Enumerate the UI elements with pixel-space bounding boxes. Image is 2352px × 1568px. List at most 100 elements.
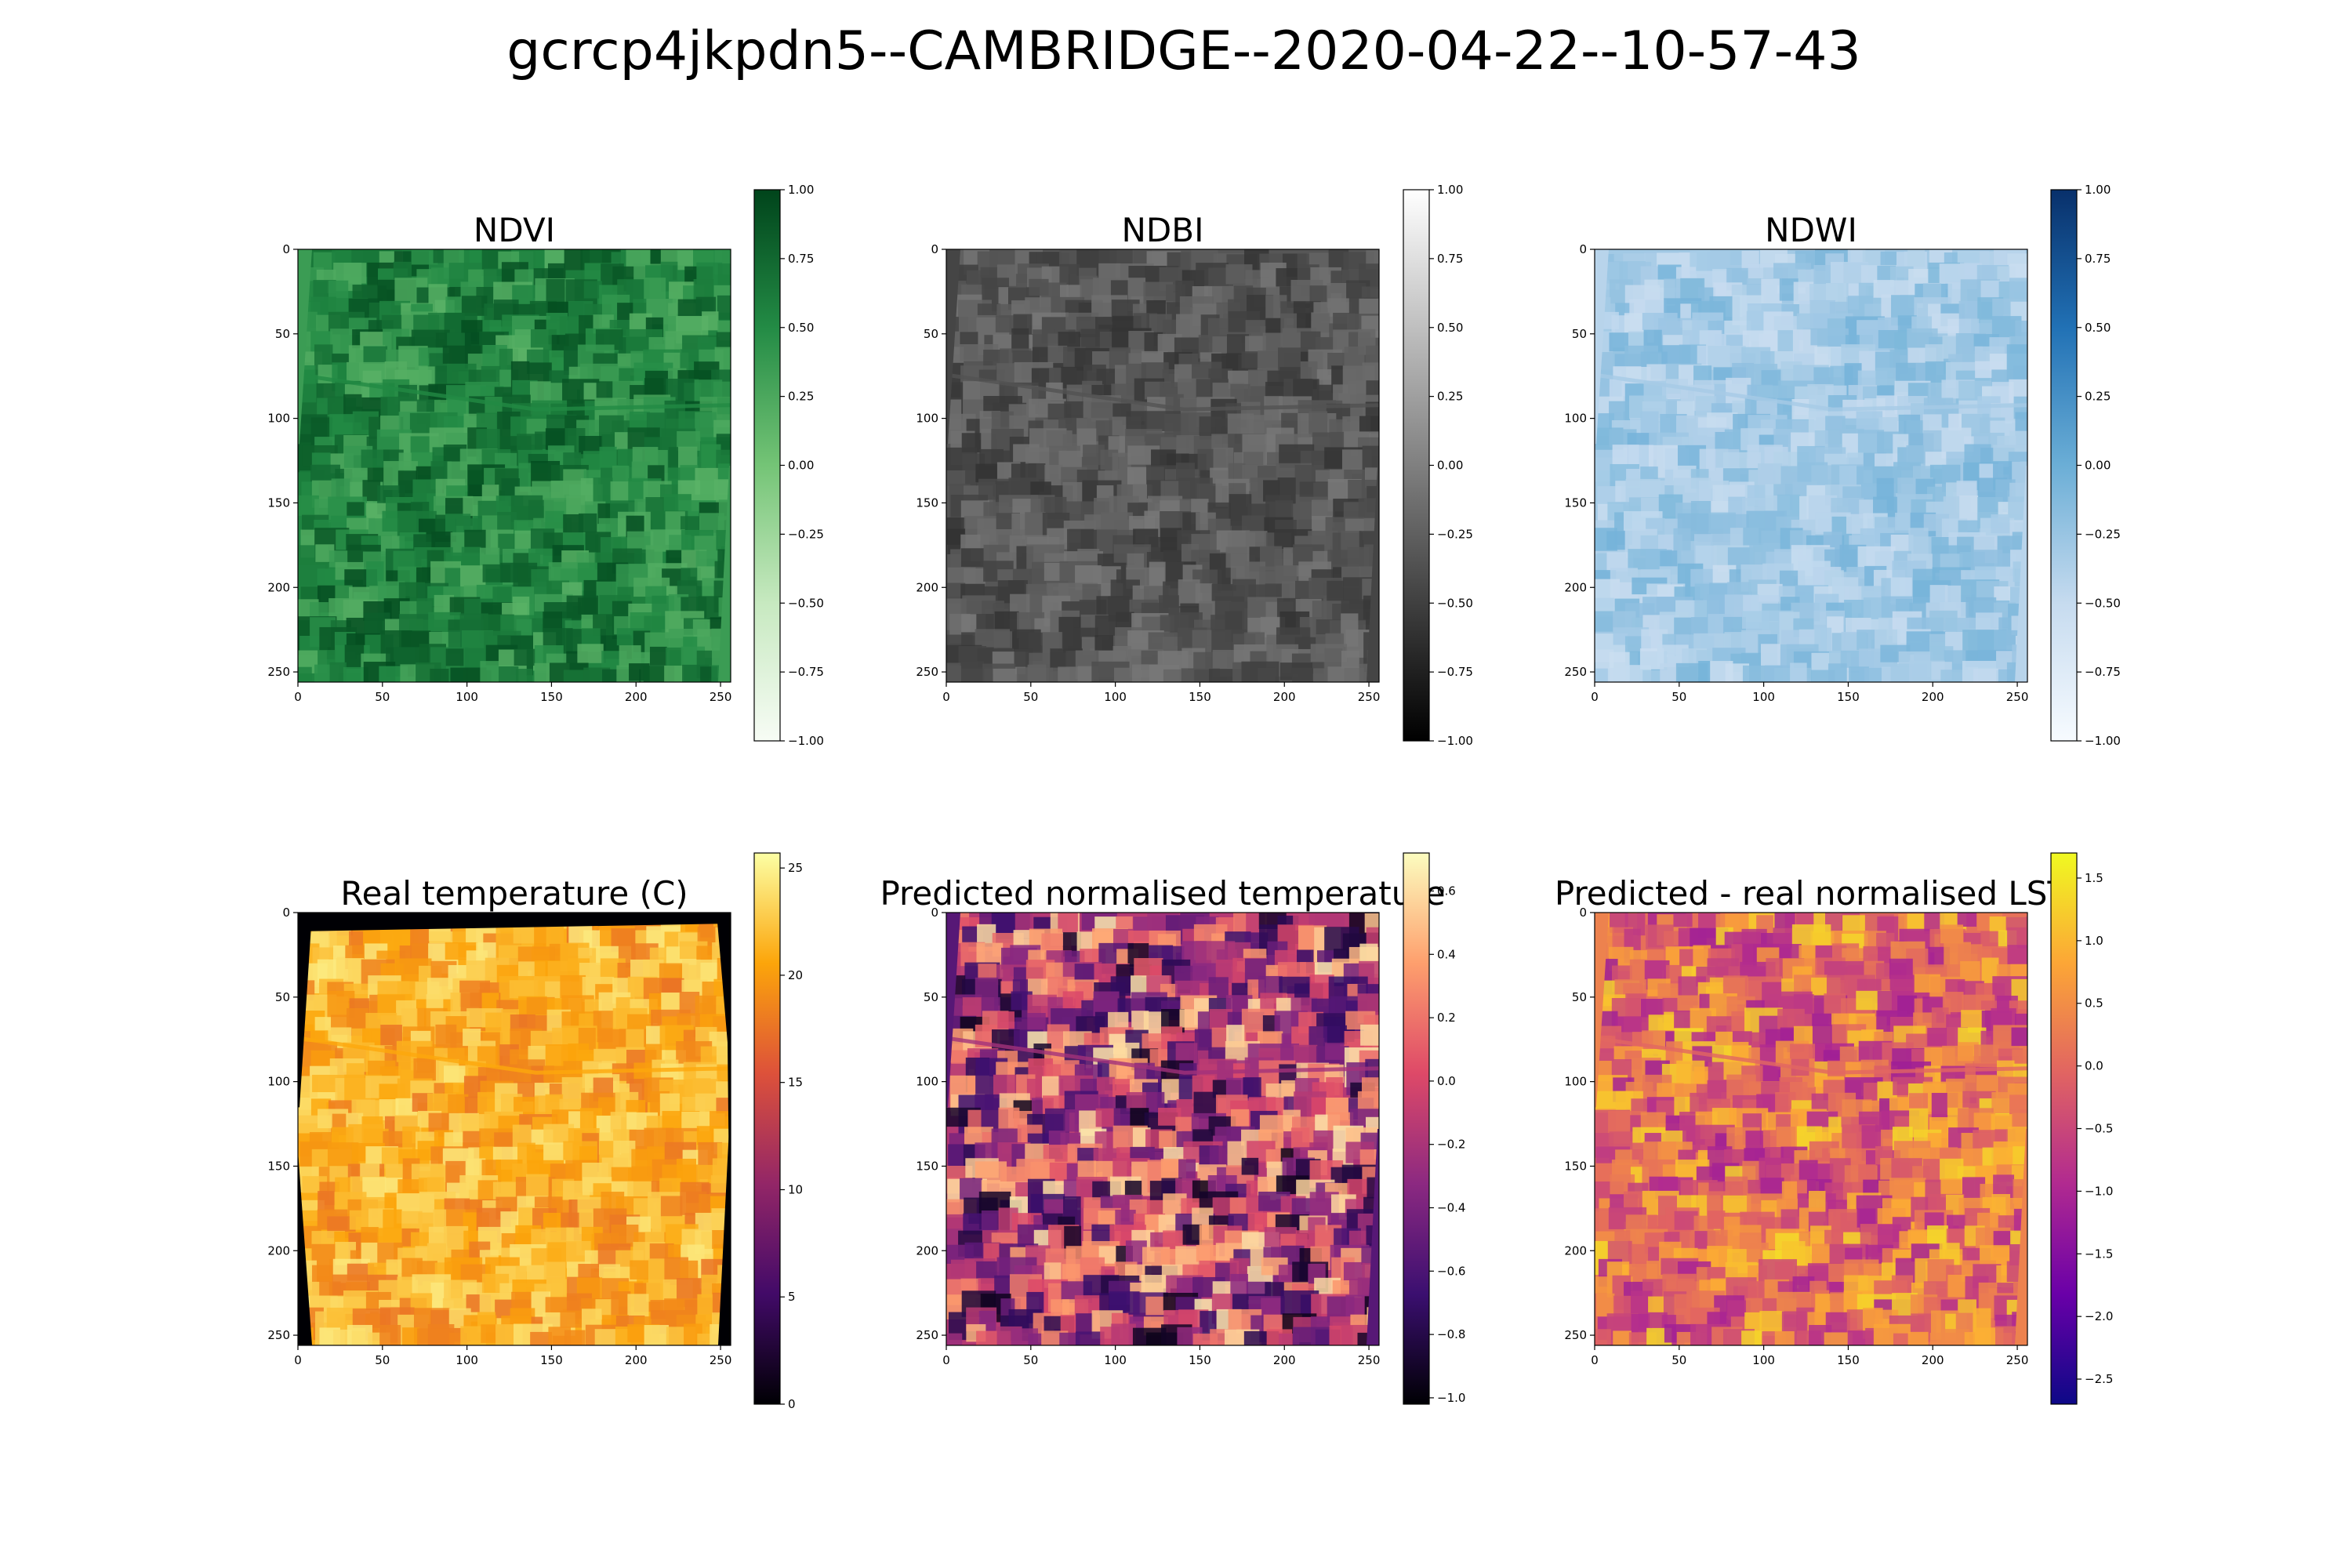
x-tick-label: 250	[2006, 690, 2029, 704]
colorbar-tick-label: −0.25	[788, 527, 824, 541]
colorbar-tick-label: 0.25	[788, 390, 814, 404]
x-tick-label: 100	[1104, 690, 1127, 704]
y-tick-label: 200	[267, 1243, 290, 1258]
colorbar-tick-label: −1.00	[1437, 734, 1473, 748]
y-tick-label: 250	[916, 1328, 938, 1342]
panel-title: NDWI	[1765, 211, 1857, 249]
y-tick-label: 100	[916, 1075, 938, 1089]
x-tick-label: 150	[1837, 1353, 1860, 1367]
colorbar-tick-label: −0.50	[1437, 596, 1473, 610]
y-tick-label: 150	[1564, 495, 1587, 510]
panel-title: Predicted - real normalised LST	[1555, 874, 2068, 913]
y-tick-label: 200	[916, 580, 938, 594]
x-tick-label: 150	[1837, 690, 1860, 704]
x-tick-label: 200	[1922, 1353, 1944, 1367]
colorbar-tick-label: 0.4	[1437, 947, 1456, 961]
colorbar-tick-label: 0.50	[2085, 321, 2111, 335]
colorbar	[1403, 189, 1430, 742]
colorbar-tick-label: 0.75	[1437, 252, 1463, 266]
y-tick-label: 150	[916, 1159, 938, 1173]
colorbar-tick-label: −0.75	[2085, 665, 2121, 679]
y-tick-label: 100	[267, 1075, 290, 1089]
colorbar-tick-label: −2.5	[2085, 1372, 2113, 1386]
x-tick-label: 0	[294, 690, 302, 704]
colorbar-tick-label: −1.00	[788, 734, 824, 748]
colorbar-tick-label: −1.0	[2085, 1184, 2113, 1198]
colorbar-tick-label: 0.00	[2085, 459, 2111, 473]
colorbar-tick-label: −0.6	[1437, 1264, 1465, 1278]
colorbar	[1403, 852, 1430, 1405]
colorbar-tick-label: 0.2	[1437, 1011, 1456, 1025]
y-tick-label: 100	[1564, 412, 1587, 426]
x-tick-label: 250	[2006, 1353, 2029, 1367]
y-tick-label: 100	[916, 412, 938, 426]
x-tick-label: 150	[1189, 1353, 1211, 1367]
heatmap-image	[946, 913, 1379, 1345]
colorbar-tick-label: 0.50	[788, 321, 814, 335]
x-tick-label: 200	[625, 690, 648, 704]
colorbar-tick-label: −0.2	[1437, 1138, 1465, 1152]
x-tick-label: 150	[1189, 690, 1211, 704]
colorbar	[753, 852, 781, 1405]
panel-title: Predicted normalised temperature	[880, 874, 1445, 913]
x-tick-label: 200	[1273, 690, 1296, 704]
y-tick-label: 50	[924, 990, 938, 1004]
x-tick-label: 200	[1922, 690, 1944, 704]
y-tick-label: 50	[1572, 327, 1587, 341]
y-tick-label: 100	[267, 412, 290, 426]
axes-frame	[297, 912, 731, 1346]
x-tick-label: 250	[1358, 1353, 1381, 1367]
x-tick-label: 200	[1273, 1353, 1296, 1367]
colorbar-tick-label: −2.0	[2085, 1309, 2113, 1323]
x-tick-label: 50	[1023, 690, 1038, 704]
y-tick-label: 200	[1564, 1243, 1587, 1258]
x-tick-label: 50	[1671, 690, 1686, 704]
colorbar-tick-label: 0.6	[1437, 884, 1456, 898]
heatmap-image	[298, 249, 731, 682]
panel-title: NDBI	[1122, 211, 1204, 249]
y-tick-label: 0	[282, 906, 290, 920]
colorbar	[2050, 852, 2078, 1405]
colorbar-tick-label: 0.75	[788, 252, 814, 266]
x-tick-label: 100	[1752, 690, 1775, 704]
colorbar-tick-label: 1.0	[2085, 934, 2103, 948]
colorbar-tick-label: 0.00	[1437, 459, 1463, 473]
colorbar-tick-label: 0	[788, 1397, 796, 1411]
colorbar-tick-label: −1.0	[1437, 1391, 1465, 1405]
x-tick-label: 250	[1358, 690, 1381, 704]
colorbar	[2050, 189, 2078, 742]
x-tick-label: 0	[942, 1353, 950, 1367]
y-tick-label: 0	[1579, 906, 1587, 920]
colorbar	[753, 189, 781, 742]
y-tick-label: 50	[924, 327, 938, 341]
colorbar-tick-label: 0.0	[2085, 1059, 2103, 1073]
x-tick-label: 150	[540, 690, 563, 704]
colorbar-tick-label: 25	[788, 861, 803, 875]
y-tick-label: 0	[282, 242, 290, 256]
colorbar-tick-label: −0.25	[2085, 527, 2121, 541]
y-tick-label: 250	[267, 1328, 290, 1342]
colorbar-tick-label: 1.00	[1437, 183, 1463, 197]
colorbar-tick-label: 0.0	[1437, 1074, 1456, 1088]
y-tick-label: 150	[1564, 1159, 1587, 1173]
heatmap-image	[1595, 249, 2027, 682]
figure-title: gcrcp4jkpdn5--CAMBRIDGE--2020-04-22--10-…	[506, 20, 1861, 82]
y-tick-label: 250	[916, 665, 938, 679]
colorbar-tick-label: −0.8	[1437, 1327, 1465, 1341]
x-tick-label: 100	[456, 1353, 478, 1367]
y-tick-label: 50	[275, 327, 290, 341]
y-tick-label: 150	[267, 495, 290, 510]
colorbar-tick-label: 1.5	[2085, 871, 2103, 885]
heatmap-image	[1595, 913, 2027, 1345]
y-tick-label: 200	[1564, 580, 1587, 594]
colorbar-tick-label: −0.4	[1437, 1201, 1465, 1215]
colorbar-tick-label: 0.75	[2085, 252, 2111, 266]
colorbar-tick-label: −0.75	[788, 665, 824, 679]
axes-frame	[1594, 249, 2028, 683]
y-tick-label: 0	[1579, 242, 1587, 256]
colorbar-tick-label: −0.50	[788, 596, 824, 610]
heatmap-image	[946, 249, 1379, 682]
colorbar-tick-label: −0.25	[1437, 527, 1473, 541]
x-tick-label: 200	[625, 1353, 648, 1367]
heatmap-image	[298, 913, 731, 1345]
